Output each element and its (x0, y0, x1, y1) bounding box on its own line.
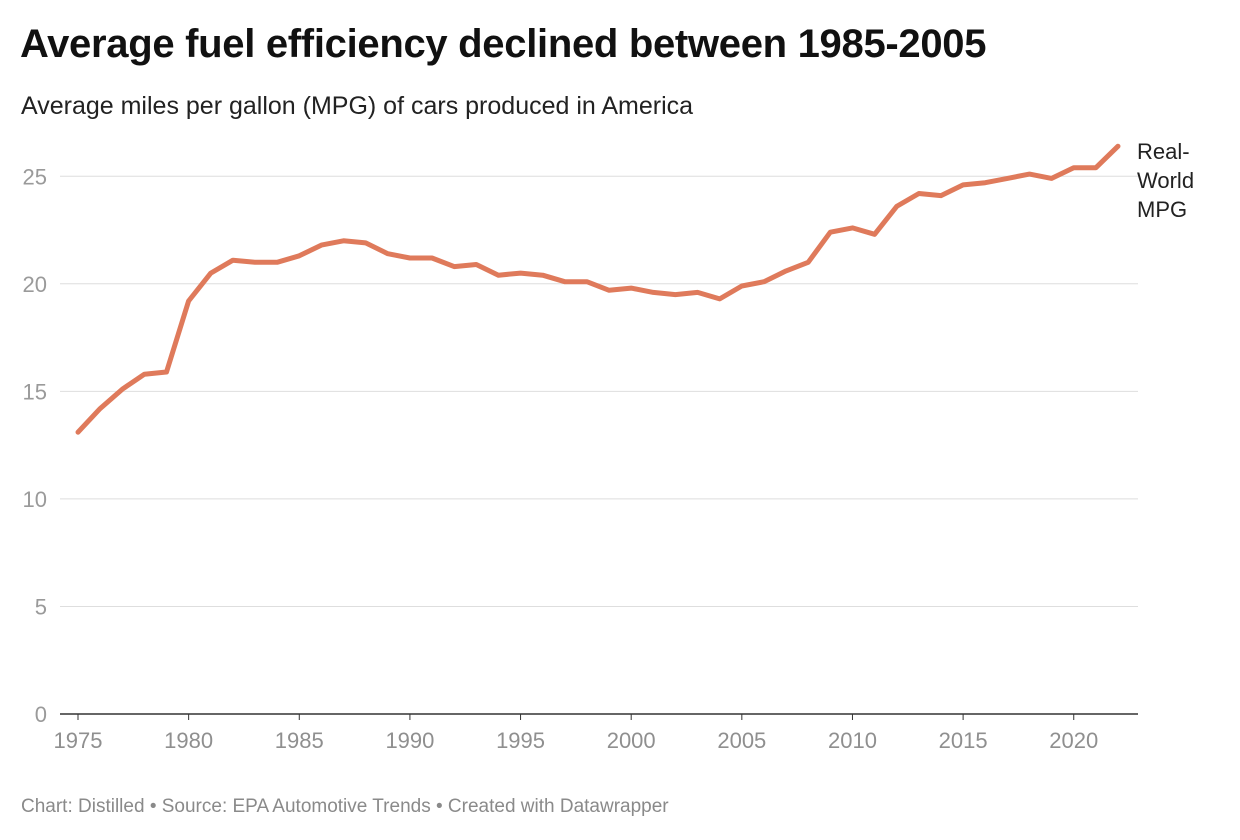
data-point (1093, 165, 1098, 170)
data-point (540, 273, 545, 278)
data-point (496, 273, 501, 278)
x-tick-label: 2005 (717, 728, 766, 753)
data-point (1027, 172, 1032, 177)
data-point (739, 283, 744, 288)
data-point (208, 271, 213, 276)
data-point (651, 290, 656, 295)
data-point (916, 191, 921, 196)
series-label-line: Real- (1137, 139, 1190, 164)
data-point (1049, 176, 1054, 181)
chart-title: Average fuel efficiency declined between… (20, 22, 987, 66)
data-point (407, 256, 412, 261)
data-point (894, 204, 899, 209)
y-tick-label: 15 (23, 379, 47, 404)
x-tick-label: 2010 (828, 728, 877, 753)
data-point (186, 299, 191, 304)
data-point (98, 406, 103, 411)
x-tick-label: 2000 (607, 728, 656, 753)
data-point (717, 296, 722, 301)
y-tick-label: 20 (23, 272, 47, 297)
data-point (230, 258, 235, 263)
chart-footer-credit: Chart: Distilled • Source: EPA Automotiv… (21, 796, 669, 817)
y-axis-labels: 0 5 10 15 20 25 (23, 164, 47, 727)
data-point (518, 271, 523, 276)
data-point (695, 290, 700, 295)
data-point (297, 253, 302, 258)
x-axis: 1975 1980 1985 1990 1995 2000 2005 2010 2015 2020 (54, 713, 1138, 753)
y-tick-label: 0 (35, 702, 47, 727)
data-point (872, 232, 877, 237)
y-tick-label: 5 (35, 594, 47, 619)
data-point (363, 240, 368, 245)
y-tick-label: 25 (23, 164, 47, 189)
data-point (828, 230, 833, 235)
data-point (341, 238, 346, 243)
series-line-real-world-mpg (75, 143, 1121, 435)
x-tick-label: 1995 (496, 728, 545, 753)
data-point (761, 279, 766, 284)
series-label-line: World (1137, 168, 1194, 193)
series-labels: Real- World MPG (1137, 139, 1194, 222)
x-tick-label: 1975 (54, 728, 103, 753)
data-point (253, 260, 258, 265)
data-point (76, 430, 81, 435)
series-label-line: MPG (1137, 197, 1187, 222)
data-point (474, 262, 479, 267)
data-point (806, 260, 811, 265)
data-point (452, 264, 457, 269)
x-tick-label: 2015 (939, 728, 988, 753)
x-tick-label: 1985 (275, 728, 324, 753)
x-tick-label: 1980 (164, 728, 213, 753)
data-point (319, 243, 324, 248)
data-point (983, 180, 988, 185)
grid-lines (60, 175, 1138, 607)
data-point (385, 251, 390, 256)
data-point (430, 256, 435, 261)
data-point (1071, 165, 1076, 170)
x-tick-label: 1990 (385, 728, 434, 753)
x-tick-label: 2020 (1049, 728, 1098, 753)
series-lines (75, 143, 1121, 435)
data-point (120, 387, 125, 392)
data-point (938, 193, 943, 198)
data-point (629, 286, 634, 291)
data-point (142, 372, 147, 377)
data-point (1005, 176, 1010, 181)
data-point (607, 288, 612, 293)
data-point (961, 182, 966, 187)
data-point (1116, 144, 1121, 149)
data-point (784, 268, 789, 273)
data-point (562, 279, 567, 284)
chart-subtitle: Average miles per gallon (MPG) of cars p… (21, 92, 694, 120)
data-point (164, 370, 169, 375)
data-point (584, 279, 589, 284)
y-tick-label: 10 (23, 487, 47, 512)
data-point (275, 260, 280, 265)
data-point (673, 292, 678, 297)
data-point (850, 225, 855, 230)
